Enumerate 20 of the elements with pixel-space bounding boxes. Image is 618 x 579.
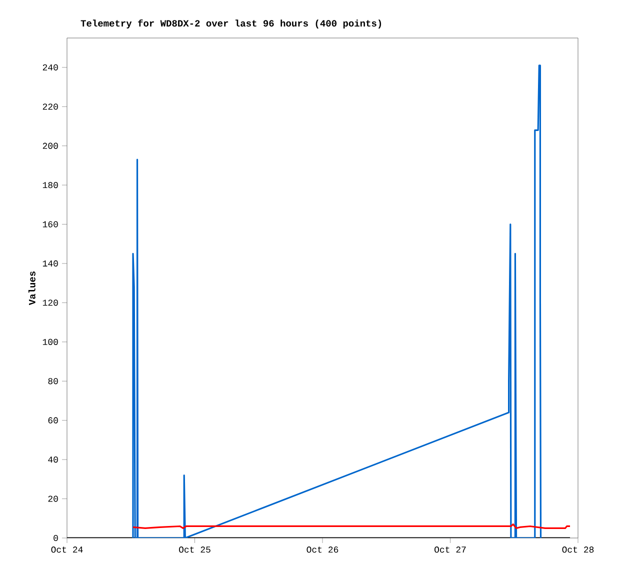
y-tick-label: 160 (42, 221, 58, 228)
x-tick-label: Oct 25 (179, 546, 210, 553)
y-tick-label: 200 (42, 142, 58, 149)
y-tick-label: 140 (42, 260, 58, 267)
y-tick-label: 100 (42, 338, 58, 345)
y-tick-label: 220 (42, 104, 58, 110)
y-axis-title: Values (28, 271, 36, 306)
y-tick-label: 20 (48, 496, 58, 502)
x-tick-label: Oct 24 (51, 546, 83, 553)
x-tick-label: Oct 26 (306, 546, 338, 553)
x-tick-label: Oct 27 (434, 546, 466, 553)
y-tick-label: 80 (48, 378, 58, 384)
x-tick-label: Oct 28 (562, 546, 594, 553)
chart-title: Telemetry for WD8DX-2 over last 96 hours (400 points) (80, 19, 382, 28)
y-tick-label: 240 (42, 64, 58, 70)
y-tick-label: 40 (48, 456, 58, 463)
y-tick-label: 60 (48, 417, 58, 424)
y-tick-label: 180 (42, 182, 58, 188)
y-tick-label: 120 (42, 300, 58, 306)
y-tick-label: 0 (54, 534, 58, 542)
